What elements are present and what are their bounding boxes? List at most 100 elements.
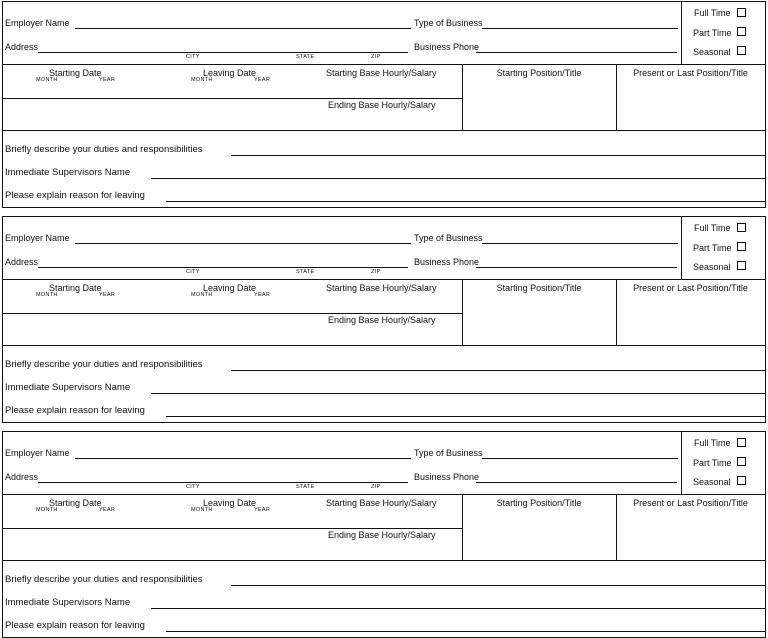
reason-leaving-label: Please explain reason for leaving [5, 620, 145, 631]
employer-block-3: Employer Name Type of Business Address C… [2, 431, 766, 638]
leaving-month-caption: MONTH [191, 507, 213, 513]
type-of-business-label: Type of Business [414, 233, 483, 243]
leaving-year-caption: YEAR [254, 292, 271, 298]
business-phone-label: Business Phone [414, 472, 480, 482]
city-caption: CITY [186, 269, 200, 275]
starting-base-label: Starting Base Hourly/Salary [326, 283, 437, 293]
reason-leaving-field[interactable] [166, 201, 765, 202]
full-time-label: Full Time [694, 438, 731, 448]
leaving-date-label: Leaving Date [203, 283, 257, 293]
type-of-business-label: Type of Business [414, 18, 483, 28]
seasonal-checkbox[interactable] [737, 261, 746, 270]
business-phone-field[interactable] [476, 267, 677, 268]
reason-leaving-label: Please explain reason for leaving [5, 405, 145, 416]
divider [3, 279, 765, 280]
state-caption: STATE [296, 484, 315, 490]
part-time-checkbox[interactable] [737, 242, 746, 251]
address-field[interactable] [38, 52, 408, 53]
type-of-business-label: Type of Business [414, 448, 483, 458]
state-caption: STATE [296, 54, 315, 60]
divider [3, 560, 765, 561]
state-caption: STATE [296, 269, 315, 275]
seasonal-label: Seasonal [693, 47, 731, 57]
city-caption: CITY [186, 484, 200, 490]
present-position-label: Present or Last Position/Title [633, 283, 748, 293]
divider [462, 494, 463, 560]
supervisor-label: Immediate Supervisors Name [5, 597, 131, 608]
employer-name-field[interactable] [75, 458, 411, 459]
duties-label: Briefly describe your duties and respons… [5, 359, 203, 370]
divider [462, 64, 463, 130]
type-of-business-field[interactable] [482, 243, 678, 244]
supervisor-field[interactable] [151, 608, 765, 609]
seasonal-label: Seasonal [693, 477, 731, 487]
employer-name-field[interactable] [75, 243, 411, 244]
full-time-checkbox[interactable] [737, 438, 746, 447]
starting-month-caption: MONTH [36, 292, 58, 298]
duties-field[interactable] [231, 155, 765, 156]
starting-position-label: Starting Position/Title [496, 68, 582, 78]
part-time-label: Part Time [693, 28, 732, 38]
address-field[interactable] [38, 267, 408, 268]
divider [681, 217, 682, 279]
employer-name-label: Employer Name [5, 233, 70, 243]
starting-date-label: Starting Date [49, 68, 102, 78]
reason-leaving-field[interactable] [166, 631, 765, 632]
divider [681, 2, 682, 64]
address-label: Address [5, 42, 39, 52]
leaving-year-caption: YEAR [254, 77, 271, 83]
employer-name-label: Employer Name [5, 18, 70, 28]
full-time-label: Full Time [694, 223, 731, 233]
leaving-date-label: Leaving Date [203, 68, 257, 78]
address-field[interactable] [38, 482, 408, 483]
full-time-label: Full Time [694, 8, 731, 18]
part-time-checkbox[interactable] [737, 457, 746, 466]
part-time-label: Part Time [693, 458, 732, 468]
divider [681, 432, 682, 494]
employer-block-1: Employer Name Type of Business Address C… [2, 1, 766, 208]
zip-caption: ZIP [371, 54, 381, 60]
employer-block-2: Employer Name Type of Business Address C… [2, 216, 766, 423]
business-phone-field[interactable] [476, 482, 677, 483]
full-time-checkbox[interactable] [737, 8, 746, 17]
business-phone-field[interactable] [476, 52, 677, 53]
divider [3, 98, 462, 99]
starting-year-caption: YEAR [99, 292, 116, 298]
divider [616, 494, 617, 560]
duties-field[interactable] [231, 585, 765, 586]
seasonal-checkbox[interactable] [737, 476, 746, 485]
type-of-business-field[interactable] [482, 28, 678, 29]
starting-date-label: Starting Date [49, 283, 102, 293]
type-of-business-field[interactable] [482, 458, 678, 459]
divider [616, 279, 617, 345]
starting-base-label: Starting Base Hourly/Salary [326, 498, 437, 508]
full-time-checkbox[interactable] [737, 223, 746, 232]
employer-name-field[interactable] [75, 28, 411, 29]
supervisor-field[interactable] [151, 393, 765, 394]
address-label: Address [5, 472, 39, 482]
part-time-checkbox[interactable] [737, 27, 746, 36]
starting-position-label: Starting Position/Title [496, 283, 582, 293]
supervisor-field[interactable] [151, 178, 765, 179]
seasonal-label: Seasonal [693, 262, 731, 272]
leaving-month-caption: MONTH [191, 292, 213, 298]
leaving-year-caption: YEAR [254, 507, 271, 513]
starting-year-caption: YEAR [99, 507, 116, 513]
divider [3, 313, 462, 314]
business-phone-label: Business Phone [414, 257, 480, 267]
divider [3, 130, 765, 131]
seasonal-checkbox[interactable] [737, 46, 746, 55]
divider [3, 494, 765, 495]
starting-month-caption: MONTH [36, 77, 58, 83]
address-label: Address [5, 257, 39, 267]
divider [462, 279, 463, 345]
part-time-label: Part Time [693, 243, 732, 253]
starting-position-label: Starting Position/Title [496, 498, 582, 508]
leaving-date-label: Leaving Date [203, 498, 257, 508]
reason-leaving-field[interactable] [166, 416, 765, 417]
ending-base-label: Ending Base Hourly/Salary [328, 315, 436, 325]
starting-year-caption: YEAR [99, 77, 116, 83]
duties-field[interactable] [231, 370, 765, 371]
divider [3, 528, 462, 529]
starting-base-label: Starting Base Hourly/Salary [326, 68, 437, 78]
